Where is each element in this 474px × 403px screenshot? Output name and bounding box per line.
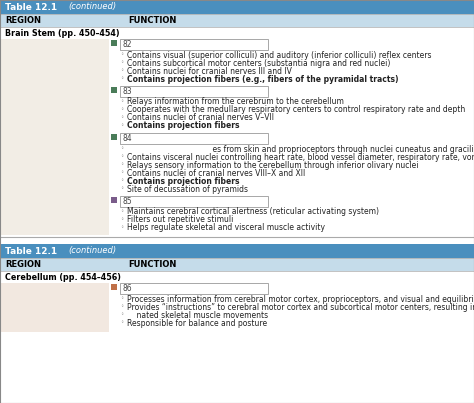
Text: ◦: ◦ <box>120 77 123 81</box>
Text: Site of decussation of pyramids: Site of decussation of pyramids <box>127 185 248 193</box>
Bar <box>1 39 109 235</box>
Text: ◦: ◦ <box>120 147 123 152</box>
Text: Contains nuclei for cranial nerves III and IV: Contains nuclei for cranial nerves III a… <box>127 66 292 75</box>
Text: ◦: ◦ <box>120 210 123 214</box>
Text: Filters out repetitive stimuli: Filters out repetitive stimuli <box>127 216 233 224</box>
Text: Cerebellum (pp. 454–456): Cerebellum (pp. 454–456) <box>5 272 121 282</box>
Text: ◦: ◦ <box>120 52 123 58</box>
Text: ◦: ◦ <box>120 123 123 129</box>
Bar <box>0 244 474 258</box>
Text: Relays information from the cerebrum to the cerebellum: Relays information from the cerebrum to … <box>127 98 344 106</box>
Bar <box>120 283 268 294</box>
Bar <box>120 196 268 207</box>
Bar <box>0 258 474 271</box>
Text: ◦: ◦ <box>120 60 123 66</box>
Text: ◦: ◦ <box>120 320 123 326</box>
Bar <box>111 197 117 203</box>
Text: 83: 83 <box>123 87 133 96</box>
Bar <box>111 40 117 46</box>
Text: REGION: REGION <box>5 260 41 269</box>
Text: ◦: ◦ <box>120 116 123 120</box>
Bar <box>0 14 474 27</box>
Text: ◦: ◦ <box>120 69 123 73</box>
Text: Table 12.1: Table 12.1 <box>5 2 57 12</box>
Text: Table 12.1: Table 12.1 <box>5 247 57 256</box>
Text: REGION: REGION <box>5 16 41 25</box>
Text: 85: 85 <box>123 197 133 206</box>
Text: Contains projection fibers: Contains projection fibers <box>127 121 239 131</box>
Text: Provides “instructions” to cerebral motor cortex and subcortical motor centers, : Provides “instructions” to cerebral moto… <box>127 303 474 312</box>
Text: Processes information from cerebral motor cortex, proprioceptors, and visual and: Processes information from cerebral moto… <box>127 295 474 303</box>
Bar <box>111 134 117 140</box>
Text: (continued): (continued) <box>68 2 116 12</box>
Bar <box>120 86 268 97</box>
Text: Brain Stem (pp. 450–454): Brain Stem (pp. 450–454) <box>5 29 119 37</box>
Bar <box>0 271 474 283</box>
Text: Contains visual (superior colliculi) and auditory (inferior colliculi) reflex ce: Contains visual (superior colliculi) and… <box>127 50 431 60</box>
Bar <box>0 0 474 14</box>
Text: ◦: ◦ <box>120 297 123 301</box>
Text: Contains projection fibers: Contains projection fibers <box>127 177 239 185</box>
Text: Contains projection fibers (e.g., fibers of the pyramidal tracts): Contains projection fibers (e.g., fibers… <box>127 75 399 83</box>
Bar <box>111 284 117 290</box>
Text: (continued): (continued) <box>68 247 116 256</box>
Text: ◦: ◦ <box>120 170 123 175</box>
Bar <box>0 27 474 39</box>
Text: Maintains cerebral cortical alertness (reticular activating system): Maintains cerebral cortical alertness (r… <box>127 208 379 216</box>
Text: ◦: ◦ <box>120 305 123 310</box>
Text: Contains visceral nuclei controlling heart rate, blood vessel diameter, respirat: Contains visceral nuclei controlling hea… <box>127 152 474 162</box>
Bar <box>120 39 268 50</box>
Text: ◦: ◦ <box>120 312 123 318</box>
Bar <box>120 133 268 144</box>
Text: FUNCTION: FUNCTION <box>128 260 176 269</box>
Text: ◦: ◦ <box>120 154 123 160</box>
Text: 82: 82 <box>123 40 133 49</box>
Text: ◦: ◦ <box>120 226 123 231</box>
Text: 86: 86 <box>123 284 133 293</box>
Bar <box>111 87 117 93</box>
Bar <box>1 283 109 332</box>
Text: Contains subcortical motor centers (substantia nigra and red nuclei): Contains subcortical motor centers (subs… <box>127 58 391 67</box>
Text: Responsible for balance and posture: Responsible for balance and posture <box>127 318 267 328</box>
Text: Cooperates with the medullary respiratory centers to control respiratory rate an: Cooperates with the medullary respirator… <box>127 106 465 114</box>
Text: nated skeletal muscle movements: nated skeletal muscle movements <box>127 310 268 320</box>
Text: 84: 84 <box>123 134 133 143</box>
Text: ◦: ◦ <box>120 218 123 222</box>
Text: ◦: ◦ <box>120 187 123 191</box>
Text: ◦: ◦ <box>120 108 123 112</box>
Text: Contains nuclei of cranial nerves VIII–X and XII: Contains nuclei of cranial nerves VIII–X… <box>127 168 305 177</box>
Text: ◦: ◦ <box>120 179 123 183</box>
Text: es from skin and proprioceptors through nuclei cuneatus and gracilis: es from skin and proprioceptors through … <box>127 145 474 154</box>
Text: Contains nuclei of cranial nerves V–VII: Contains nuclei of cranial nerves V–VII <box>127 114 274 123</box>
Text: Relays sensory information to the cerebellum through inferior olivary nuclei: Relays sensory information to the cerebe… <box>127 160 419 170</box>
Text: ◦: ◦ <box>120 100 123 104</box>
Text: ◦: ◦ <box>120 162 123 168</box>
Text: Helps regulate skeletal and visceral muscle activity: Helps regulate skeletal and visceral mus… <box>127 224 325 233</box>
Text: FUNCTION: FUNCTION <box>128 16 176 25</box>
